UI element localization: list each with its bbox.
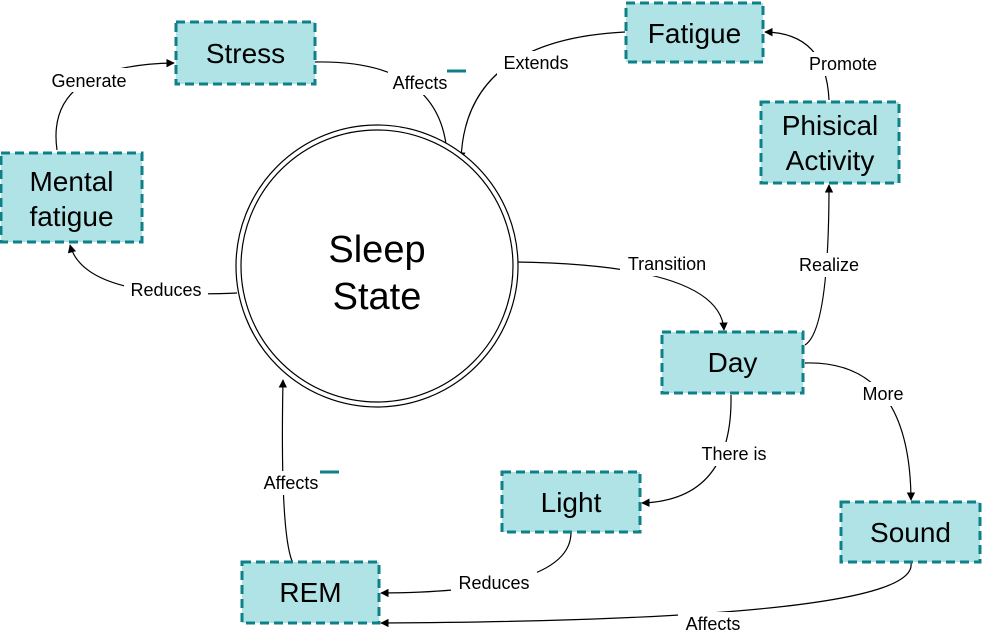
edge-rem-to-sleep-state bbox=[278, 379, 293, 562]
edge-label-extends: Extends bbox=[503, 53, 568, 73]
edge-label-realize: Realize bbox=[799, 255, 859, 275]
edge-label-affects-stress: Affects bbox=[393, 73, 448, 93]
edge-day-to-physical-activity bbox=[804, 184, 834, 346]
edge-label-transition: Transition bbox=[628, 254, 706, 274]
node-mental-fatigue[interactable]: Mental fatigue bbox=[0, 151, 144, 244]
node-stress-label: Stress bbox=[206, 38, 285, 69]
node-day-label: Day bbox=[708, 347, 758, 378]
edge-label-generate: Generate bbox=[51, 71, 126, 91]
node-physical-activity-label-line2: Activity bbox=[786, 145, 875, 176]
node-fatigue[interactable]: Fatigue bbox=[624, 1, 765, 64]
edge-sound-to-rem bbox=[380, 562, 912, 628]
node-light-label: Light bbox=[541, 487, 602, 518]
edge-label-reduces-light: Reduces bbox=[458, 573, 529, 593]
node-stress[interactable]: Stress bbox=[174, 20, 317, 86]
node-rem-label: REM bbox=[279, 577, 341, 608]
edge-label-affects-rem: Affects bbox=[264, 473, 319, 493]
sleep-state-label-line2: State bbox=[333, 276, 422, 318]
node-day[interactable]: Day bbox=[660, 330, 805, 395]
edge-sleep-state-to-day bbox=[515, 261, 728, 331]
node-fatigue-label: Fatigue bbox=[648, 18, 741, 49]
edge-label-there-is: There is bbox=[701, 444, 766, 464]
node-mental-fatigue-label-line2: fatigue bbox=[29, 201, 113, 232]
edge-label-affects-sound: Affects bbox=[686, 614, 741, 634]
edge-physical-activity-to-fatigue bbox=[764, 27, 830, 101]
node-sound-label: Sound bbox=[870, 517, 951, 548]
edges bbox=[55, 27, 916, 628]
node-light[interactable]: Light bbox=[500, 470, 642, 534]
edge-label-more: More bbox=[862, 384, 903, 404]
sleep-state-node[interactable]: Sleep State bbox=[235, 124, 519, 408]
edge-day-to-light bbox=[641, 394, 732, 507]
node-physical-activity-label-line1: Phisical bbox=[782, 110, 878, 141]
sleep-state-label-line1: Sleep bbox=[328, 229, 425, 271]
edge-label-promote: Promote bbox=[809, 54, 877, 74]
edge-label-reduces-mental: Reduces bbox=[130, 280, 201, 300]
node-sound[interactable]: Sound bbox=[839, 500, 982, 564]
node-rem[interactable]: REM bbox=[240, 560, 381, 625]
edge-labels: Generate Affects Extends Promote Reduces… bbox=[45, 51, 910, 636]
node-physical-activity[interactable]: Phisical Activity bbox=[759, 100, 901, 185]
node-mental-fatigue-label-line1: Mental bbox=[29, 166, 113, 197]
